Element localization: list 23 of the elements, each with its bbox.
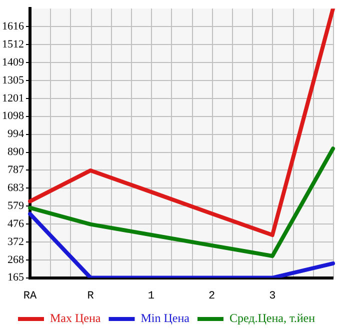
- y-tick-label: 1098: [2, 110, 24, 122]
- y-tick-label: 1201: [2, 92, 24, 104]
- y-tick-label: 1305: [2, 74, 24, 86]
- y-tick-label: 890: [8, 146, 24, 158]
- y-tick-label: 1616: [2, 20, 24, 32]
- y-tick-label: 683: [8, 182, 24, 194]
- x-tick-label: 3: [269, 290, 276, 302]
- y-tick-label: 1512: [2, 38, 24, 50]
- y-tick-label: 1409: [2, 56, 24, 68]
- y-tick-label: 165: [8, 272, 24, 284]
- x-tick-label: R: [87, 290, 94, 302]
- y-tick-label: 268: [8, 254, 24, 266]
- x-tick-label: RA: [23, 290, 37, 302]
- x-tick-label: 2: [208, 290, 216, 302]
- y-tick-label: 579: [8, 200, 24, 212]
- y-tick-label: 994: [8, 128, 24, 140]
- y-tick-label: 372: [8, 236, 24, 248]
- legend-label: Max Цена: [50, 311, 102, 326]
- y-tick-label: 476: [8, 218, 24, 230]
- legend-label: Сред.Цена, т.йен: [229, 311, 316, 326]
- y-tick-label: 787: [8, 164, 24, 176]
- legend-label: Min Цена: [140, 311, 190, 326]
- x-tick-label: 1: [148, 290, 155, 302]
